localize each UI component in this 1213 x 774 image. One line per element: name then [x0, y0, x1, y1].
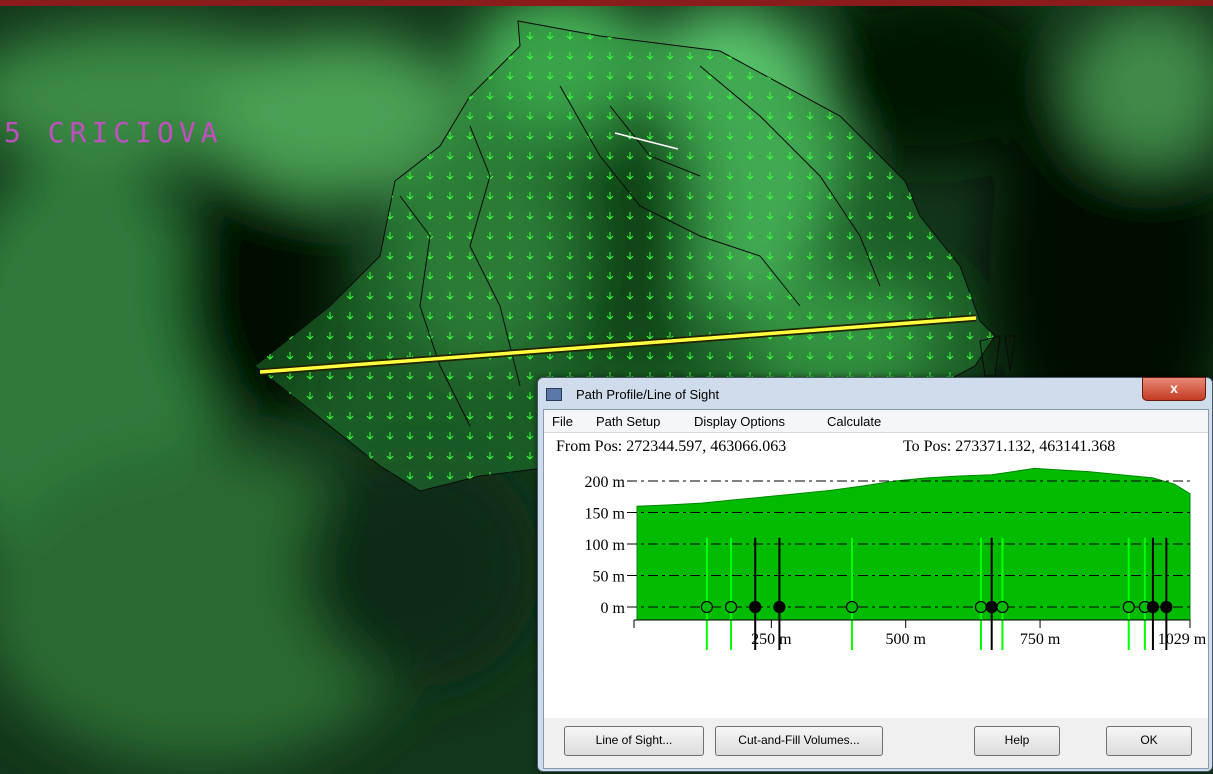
to-position: To Pos: 273371.132, 463141.368 — [903, 438, 1116, 455]
x-tick-label: 1029 m — [1158, 631, 1207, 648]
profile-marker — [1122, 600, 1135, 614]
profile-content: From Pos: 272344.597, 463066.063 To Pos:… — [544, 433, 1208, 768]
parcel-area[interactable] — [254, 20, 1016, 492]
help-button[interactable]: Help — [974, 726, 1060, 756]
dialog-client: File Path Setup Display Options Calculat… — [543, 409, 1209, 769]
profile-marker — [985, 600, 998, 614]
y-tick-label: 0 m — [601, 600, 626, 617]
y-tick-label: 200 m — [585, 474, 626, 491]
profile-marker — [724, 600, 738, 614]
ok-button[interactable]: OK — [1106, 726, 1192, 756]
path-profile-dialog[interactable]: Path Profile/Line of Sight x File Path S… — [537, 377, 1213, 772]
profile-marker — [1146, 600, 1160, 614]
y-tick-label: 150 m — [585, 506, 626, 523]
menu-path-setup[interactable]: Path Setup — [596, 414, 661, 429]
menu-display-options[interactable]: Display Options — [694, 414, 786, 429]
menu-file[interactable]: File — [552, 414, 573, 429]
dialog-title: Path Profile/Line of Sight — [576, 387, 720, 402]
profile-marker — [700, 600, 713, 614]
y-tick-label: 100 m — [585, 537, 626, 554]
x-tick-label: 250 m — [751, 631, 792, 648]
profile-chart[interactable]: 200 m 150 m 100 m 50 m 0 m 250 m 500 m 750 m 10… — [544, 433, 1208, 718]
map-area-label: 5 CRICIOVA — [4, 116, 223, 149]
profile-marker — [749, 600, 762, 614]
profile-marker — [1160, 600, 1173, 614]
from-position: From Pos: 272344.597, 463066.063 — [556, 438, 787, 455]
x-tick-label: 750 m — [1020, 631, 1061, 648]
app-window-icon — [546, 388, 562, 401]
menu-calculate[interactable]: Calculate — [827, 414, 882, 429]
profile-path-line[interactable] — [259, 316, 977, 374]
profile-marker — [996, 600, 1009, 614]
terrain-profile-area — [636, 467, 1191, 621]
dialog-titlebar[interactable]: Path Profile/Line of Sight x — [538, 377, 1212, 408]
line-of-sight-button[interactable]: Line of Sight... — [564, 726, 704, 756]
window-top-border — [0, 0, 1213, 6]
y-tick-label: 50 m — [593, 569, 626, 586]
x-tick-label: 500 m — [885, 631, 926, 648]
profile-marker — [974, 600, 988, 614]
profile-marker — [845, 600, 859, 614]
profile-marker — [773, 600, 786, 614]
close-button[interactable]: x — [1142, 377, 1206, 401]
menu-bar: File Path Setup Display Options Calculat… — [544, 410, 1208, 433]
cut-fill-volumes-button[interactable]: Cut-and-Fill Volumes... — [715, 726, 883, 756]
